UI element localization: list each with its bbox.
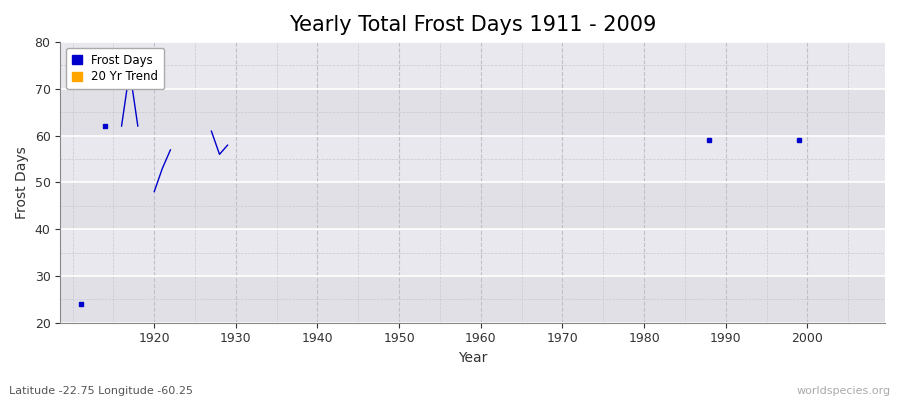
Y-axis label: Frost Days: Frost Days: [15, 146, 29, 219]
Bar: [60, 276, 885, 323]
X-axis label: Year: Year: [458, 351, 487, 365]
Bar: [60, 182, 885, 229]
Bar: [60, 42, 885, 89]
Legend: Frost Days, 20 Yr Trend: Frost Days, 20 Yr Trend: [67, 48, 164, 89]
Bar: [60, 136, 885, 182]
Bar: [60, 89, 885, 136]
Text: Latitude -22.75 Longitude -60.25: Latitude -22.75 Longitude -60.25: [9, 386, 193, 396]
Text: worldspecies.org: worldspecies.org: [796, 386, 891, 396]
Title: Yearly Total Frost Days 1911 - 2009: Yearly Total Frost Days 1911 - 2009: [289, 15, 656, 35]
Bar: [60, 229, 885, 276]
